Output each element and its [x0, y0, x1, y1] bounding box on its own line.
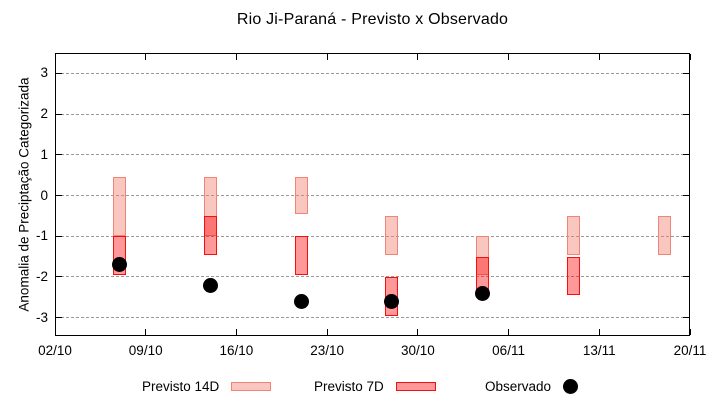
observado-dot: [293, 293, 309, 309]
y-gridline: [56, 235, 689, 237]
y-tick-mark-right: [683, 235, 689, 237]
x-tick-mark-bottom: [145, 329, 147, 335]
y-gridline: [56, 113, 689, 115]
y-tick-mark-left: [56, 154, 62, 156]
x-tick-label: 30/10: [400, 343, 435, 358]
x-tick-mark-bottom: [417, 329, 419, 335]
y-tick-mark-right: [683, 317, 689, 319]
x-tick-mark-top: [145, 54, 147, 60]
x-tick-mark-bottom: [54, 329, 56, 335]
legend-bar-swatch: [395, 381, 436, 391]
x-tick-mark-bottom: [689, 329, 691, 335]
legend-label: Previsto 14D: [142, 378, 220, 394]
y-tick-mark-left: [56, 235, 62, 237]
previsto-7d-bar: [566, 256, 580, 296]
observado-dot: [475, 285, 491, 301]
x-tick-label: 20/11: [673, 343, 707, 358]
x-tick-label: 06/11: [492, 343, 525, 358]
x-tick-label: 16/10: [219, 343, 254, 358]
y-tick-mark-right: [683, 276, 689, 278]
x-tick-mark-top: [508, 54, 510, 60]
x-tick-mark-bottom: [508, 329, 510, 335]
x-tick-label: 09/10: [128, 343, 163, 358]
y-tick-mark-left: [56, 195, 62, 197]
x-tick-mark-top: [598, 54, 600, 60]
legend-label: Previsto 7D: [314, 378, 384, 394]
y-tick-label: -1: [35, 228, 48, 244]
y-tick-mark-right: [683, 113, 689, 115]
previsto-14d-bar: [566, 215, 580, 255]
observado-dot: [384, 293, 400, 309]
y-tick-mark-right: [683, 195, 689, 197]
legend-entry-observado: Observado: [485, 376, 579, 396]
y-tick-label: 3: [40, 65, 48, 81]
y-tick-label: 0: [40, 187, 48, 203]
y-tick-mark-left: [56, 113, 62, 115]
x-tick-mark-bottom: [326, 329, 328, 335]
x-tick-mark-top: [54, 54, 56, 60]
previsto-14d-bar: [385, 215, 399, 255]
previsto-14d-bar: [204, 177, 217, 237]
y-tick-mark-left: [56, 72, 62, 74]
previsto-14d-bar: [113, 177, 127, 237]
y-gridline: [56, 276, 689, 278]
y-gridline: [56, 72, 689, 74]
x-tick-mark-top: [235, 54, 237, 60]
observado-dot: [112, 257, 128, 273]
y-tick-label: -3: [35, 309, 48, 325]
x-tick-mark-top: [417, 54, 419, 60]
x-tick-mark-bottom: [235, 329, 237, 335]
legend-entry-previsto-14d: Previsto 14D: [142, 376, 272, 396]
x-tick-label: 13/11: [582, 343, 616, 358]
x-tick-mark-bottom: [598, 329, 600, 335]
legend-dot-swatch: [563, 378, 579, 394]
y-gridline: [56, 154, 689, 156]
y-tick-mark-right: [683, 72, 689, 74]
legend-entry-previsto-7d: Previsto 7D: [314, 376, 436, 396]
previsto-7d-bar: [294, 236, 308, 275]
y-tick-label: -2: [35, 268, 48, 284]
y-tick-mark-left: [56, 317, 62, 319]
y-tick-mark-right: [683, 154, 689, 156]
previsto-14d-bar: [657, 215, 671, 255]
previsto-7d-bar: [204, 215, 217, 255]
x-tick-mark-top: [689, 54, 691, 60]
x-tick-mark-top: [326, 54, 328, 60]
x-tick-label: 23/10: [310, 343, 345, 358]
chart-legend: Previsto 14D Previsto 7D Observado: [0, 376, 720, 398]
legend-bar-swatch: [231, 381, 272, 391]
y-tick-mark-left: [56, 276, 62, 278]
previsto-14d-bar: [294, 177, 308, 214]
legend-label: Observado: [485, 378, 552, 394]
previsto-14d-bar: [476, 236, 490, 275]
observado-dot: [203, 277, 218, 293]
x-tick-label: 02/10: [38, 343, 72, 358]
chart-title: Rio Ji-Paraná - Previsto x Observado: [236, 11, 509, 28]
y-tick-label: 2: [40, 106, 48, 122]
y-gridline: [56, 317, 689, 319]
y-tick-label: 1: [40, 146, 48, 162]
y-gridline: [56, 195, 689, 197]
